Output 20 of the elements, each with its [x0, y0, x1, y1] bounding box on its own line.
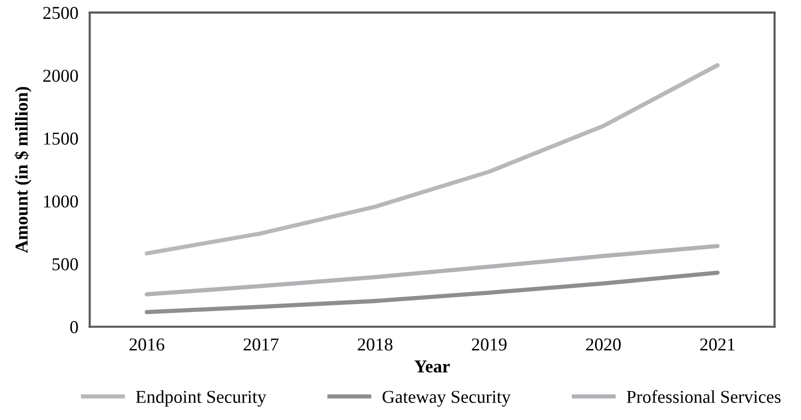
x-tick-label: 2018	[358, 338, 392, 351]
y-tick-label: 1000	[44, 195, 78, 208]
x-tick-label: 2016	[130, 338, 164, 351]
legend-label: Endpoint Security	[136, 390, 266, 407]
y-tick-label: 1500	[44, 132, 78, 145]
y-axis-title: Amount (in $ million)	[14, 86, 32, 254]
x-tick-label: 2021	[700, 338, 734, 351]
legend-label: Gateway Security	[382, 390, 511, 407]
y-tick-label: 500	[52, 258, 78, 270]
line-series	[144, 270, 720, 314]
legend-label: Professional Services	[626, 390, 781, 403]
y-tick-label: 2000	[43, 70, 78, 82]
y-tick-label: 2500	[43, 6, 78, 20]
line-series	[144, 244, 720, 296]
x-tick-label: 2020	[586, 338, 621, 351]
x-axis-title: Year	[414, 360, 450, 373]
x-tick-label: 2017	[244, 338, 278, 351]
x-tick-label: 2019	[472, 338, 507, 351]
y-tick-label: 0	[70, 321, 78, 334]
line-series	[144, 63, 720, 256]
